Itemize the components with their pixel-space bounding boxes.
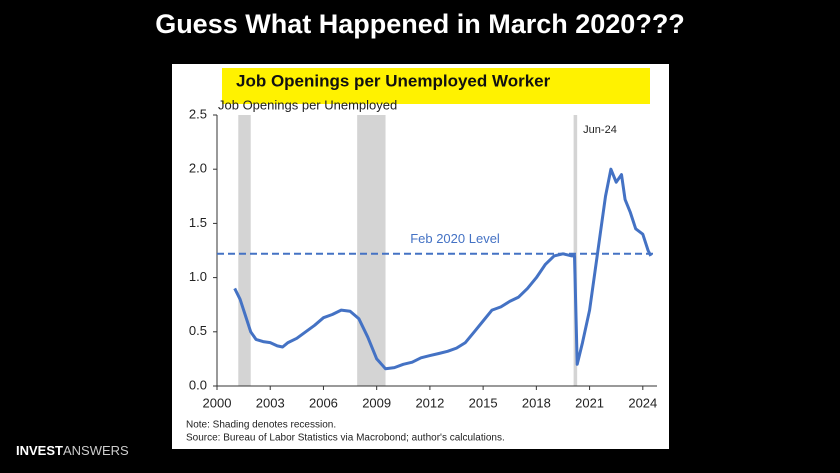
x-tick-label: 2000 — [203, 395, 232, 410]
chart-panel — [172, 64, 669, 449]
x-tick-label: 2012 — [415, 395, 444, 410]
annotation: Jun-24 — [583, 124, 617, 136]
x-tick-label: 2003 — [256, 395, 285, 410]
title-highlight — [222, 68, 650, 104]
slide-title: Guess What Happened in March 2020??? — [155, 9, 685, 39]
y-tick-label: 1.5 — [189, 215, 207, 230]
note: Note: Shading denotes recession. — [186, 420, 336, 431]
y-tick-label: 2.0 — [189, 161, 207, 176]
brand-bold: INVEST — [16, 443, 63, 458]
brand: INVESTANSWERS — [16, 443, 129, 458]
x-tick-label: 2021 — [575, 395, 604, 410]
recession-band — [573, 115, 578, 386]
x-tick-label: 2018 — [522, 395, 551, 410]
recession-band — [238, 115, 251, 386]
y-tick-label: 2.5 — [189, 106, 207, 121]
y-axis-label: Job Openings per Unemployed — [218, 97, 397, 112]
recession-band — [357, 115, 386, 386]
x-tick-label: 2006 — [309, 395, 338, 410]
y-tick-label: 0.0 — [189, 377, 207, 392]
y-tick-label: 0.5 — [189, 323, 207, 338]
chart-title: Job Openings per Unemployed Worker — [236, 71, 551, 90]
data-line — [233, 167, 653, 371]
source: Source: Bureau of Labor Statistics via M… — [186, 433, 505, 444]
x-tick-label: 2024 — [628, 395, 657, 410]
x-tick-label: 2009 — [362, 395, 391, 410]
x-tick-label: 2015 — [469, 395, 498, 410]
reference-label: Feb 2020 Level — [410, 231, 500, 246]
brand-light: ANSWERS — [63, 443, 129, 458]
y-tick-label: 1.0 — [189, 269, 207, 284]
